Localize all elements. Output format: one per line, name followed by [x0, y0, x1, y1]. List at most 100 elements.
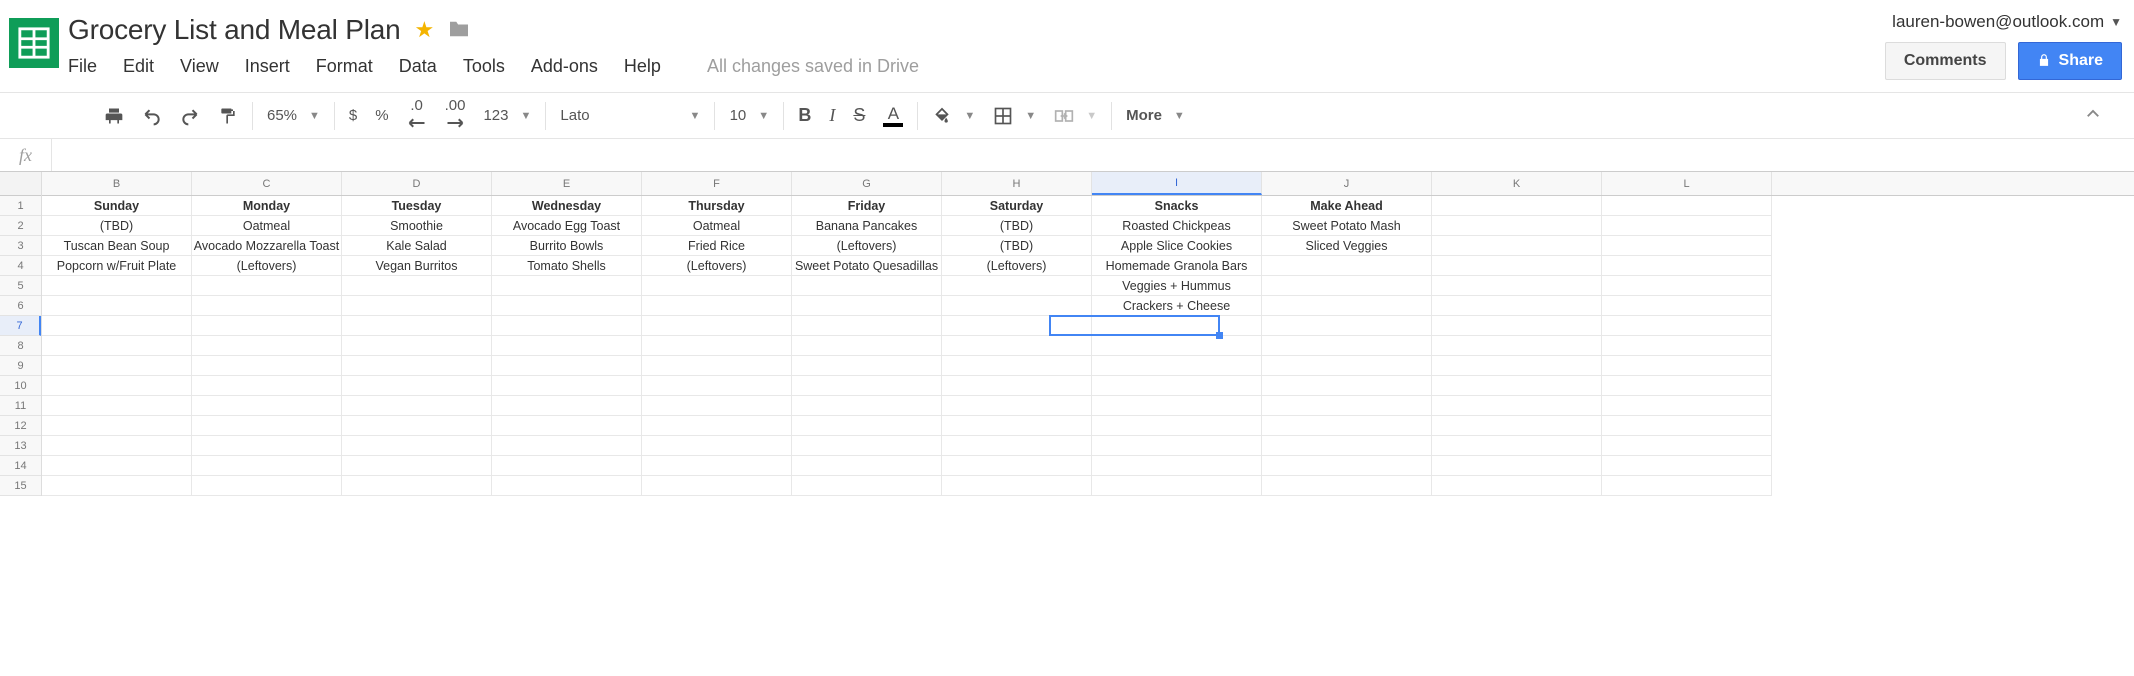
cell[interactable] — [1432, 296, 1602, 316]
column-header[interactable]: E — [492, 172, 642, 195]
cell[interactable]: Roasted Chickpeas — [1092, 216, 1262, 236]
cell[interactable]: Oatmeal — [192, 216, 342, 236]
cell[interactable] — [42, 276, 192, 296]
row-header[interactable]: 6 — [0, 296, 41, 316]
cell[interactable] — [1602, 336, 1772, 356]
cell[interactable] — [192, 476, 342, 496]
cell[interactable] — [42, 316, 192, 336]
cell[interactable] — [192, 336, 342, 356]
cell[interactable]: Popcorn w/Fruit Plate — [42, 256, 192, 276]
cell[interactable] — [1262, 476, 1432, 496]
cell[interactable] — [192, 296, 342, 316]
cell[interactable] — [1602, 196, 1772, 216]
row-header[interactable]: 14 — [0, 456, 41, 476]
cell[interactable]: (Leftovers) — [942, 256, 1092, 276]
doc-title[interactable]: Grocery List and Meal Plan — [68, 14, 401, 46]
cell[interactable] — [792, 336, 942, 356]
cell[interactable] — [492, 396, 642, 416]
comments-button[interactable]: Comments — [1885, 42, 2006, 80]
row-header[interactable]: 4 — [0, 256, 41, 276]
cell[interactable] — [792, 356, 942, 376]
print-icon[interactable] — [104, 106, 124, 126]
cell[interactable]: Sunday — [42, 196, 192, 216]
cell[interactable] — [192, 376, 342, 396]
cell[interactable] — [1432, 376, 1602, 396]
cell[interactable] — [1092, 316, 1262, 336]
cell[interactable] — [1602, 276, 1772, 296]
cell[interactable] — [492, 296, 642, 316]
cell[interactable] — [1602, 416, 1772, 436]
cell[interactable] — [642, 476, 792, 496]
menu-format[interactable]: Format — [316, 56, 373, 77]
cell[interactable]: Kale Salad — [342, 236, 492, 256]
menu-edit[interactable]: Edit — [123, 56, 154, 77]
cell[interactable]: Burrito Bowls — [492, 236, 642, 256]
cell[interactable] — [1432, 436, 1602, 456]
cell[interactable] — [492, 276, 642, 296]
cell[interactable] — [342, 316, 492, 336]
cell[interactable] — [1432, 316, 1602, 336]
cell[interactable]: Snacks — [1092, 196, 1262, 216]
row-header[interactable]: 13 — [0, 436, 41, 456]
row-header[interactable]: 7 — [0, 316, 41, 336]
cell[interactable] — [42, 376, 192, 396]
cell[interactable] — [642, 396, 792, 416]
cell[interactable] — [342, 396, 492, 416]
cell[interactable] — [1602, 216, 1772, 236]
bold-button[interactable]: B — [798, 105, 811, 126]
cell[interactable] — [942, 336, 1092, 356]
cell[interactable] — [342, 296, 492, 316]
cell[interactable] — [42, 296, 192, 316]
cell[interactable] — [942, 396, 1092, 416]
cell[interactable] — [1092, 416, 1262, 436]
cell[interactable] — [942, 276, 1092, 296]
row-header[interactable]: 1 — [0, 196, 41, 216]
cell[interactable] — [1602, 236, 1772, 256]
cell[interactable] — [1602, 256, 1772, 276]
cell[interactable]: Wednesday — [492, 196, 642, 216]
cell[interactable] — [342, 476, 492, 496]
cell[interactable]: Apple Slice Cookies — [1092, 236, 1262, 256]
cell[interactable] — [1432, 216, 1602, 236]
row-header[interactable]: 3 — [0, 236, 41, 256]
cell[interactable] — [942, 456, 1092, 476]
cell[interactable] — [1092, 376, 1262, 396]
cell[interactable]: Banana Pancakes — [792, 216, 942, 236]
cell[interactable] — [492, 376, 642, 396]
decrease-decimal-icon[interactable]: .0 — [407, 98, 427, 133]
cell[interactable] — [1602, 376, 1772, 396]
more-dropdown[interactable]: More ▼ — [1126, 107, 1185, 124]
cell[interactable] — [792, 456, 942, 476]
cell[interactable]: Vegan Burritos — [342, 256, 492, 276]
cell[interactable] — [1602, 396, 1772, 416]
column-header[interactable]: F — [642, 172, 792, 195]
cell[interactable] — [1432, 396, 1602, 416]
cell[interactable] — [1262, 256, 1432, 276]
strikethrough-button[interactable]: S — [853, 105, 865, 126]
share-button[interactable]: Share — [2018, 42, 2122, 80]
row-header[interactable]: 2 — [0, 216, 41, 236]
cell[interactable] — [1262, 356, 1432, 376]
formula-input[interactable] — [52, 139, 2134, 171]
column-header[interactable]: C — [192, 172, 342, 195]
select-all-corner[interactable] — [0, 172, 41, 196]
cell[interactable]: (TBD) — [42, 216, 192, 236]
format-currency[interactable]: $ — [349, 107, 357, 124]
cell[interactable] — [1432, 196, 1602, 216]
cell[interactable] — [42, 436, 192, 456]
cell[interactable] — [1262, 316, 1432, 336]
cell[interactable] — [1602, 316, 1772, 336]
paint-format-icon[interactable] — [218, 106, 238, 126]
cell[interactable] — [1432, 416, 1602, 436]
column-header[interactable]: G — [792, 172, 942, 195]
cell[interactable] — [342, 376, 492, 396]
cell[interactable] — [642, 296, 792, 316]
cell[interactable] — [1602, 456, 1772, 476]
cell[interactable] — [342, 416, 492, 436]
collapse-toolbar-icon[interactable] — [2084, 105, 2120, 127]
row-header[interactable]: 10 — [0, 376, 41, 396]
cell[interactable] — [42, 396, 192, 416]
cell[interactable] — [642, 276, 792, 296]
cell[interactable] — [342, 336, 492, 356]
cell[interactable] — [942, 416, 1092, 436]
